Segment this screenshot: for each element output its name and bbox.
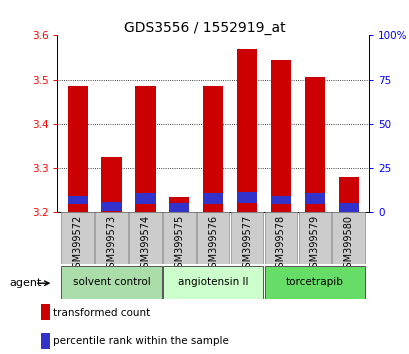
Text: agent: agent: [9, 278, 41, 288]
Bar: [163, 212, 195, 264]
Bar: [135, 193, 155, 204]
Bar: [264, 212, 297, 264]
Bar: [304, 78, 324, 212]
Bar: [67, 86, 88, 212]
Text: angiotensin II: angiotensin II: [178, 277, 248, 287]
Text: GSM399574: GSM399574: [140, 215, 150, 274]
Text: GDS3556 / 1552919_at: GDS3556 / 1552919_at: [124, 21, 285, 35]
Bar: [129, 212, 161, 264]
Text: GSM399575: GSM399575: [174, 215, 184, 274]
Text: GSM399573: GSM399573: [106, 215, 116, 274]
Bar: [230, 212, 263, 264]
Bar: [332, 212, 364, 264]
Bar: [169, 197, 189, 212]
Text: percentile rank within the sample: percentile rank within the sample: [53, 336, 229, 346]
Bar: [202, 86, 223, 212]
Bar: [67, 195, 88, 204]
Bar: [298, 212, 330, 264]
Bar: [236, 48, 256, 212]
Bar: [304, 193, 324, 204]
Text: solvent control: solvent control: [72, 277, 150, 287]
Bar: [163, 266, 263, 299]
Bar: [101, 202, 121, 211]
Bar: [95, 212, 128, 264]
Text: GSM399578: GSM399578: [275, 215, 285, 274]
Bar: [61, 266, 161, 299]
Text: GSM399576: GSM399576: [208, 215, 218, 274]
Text: GSM399577: GSM399577: [241, 215, 252, 274]
Bar: [338, 203, 358, 212]
Bar: [236, 192, 256, 202]
Bar: [61, 212, 94, 264]
Bar: [196, 212, 229, 264]
Text: GSM399572: GSM399572: [72, 215, 83, 274]
Bar: [338, 177, 358, 212]
Bar: [169, 203, 189, 212]
Bar: [135, 86, 155, 212]
Bar: [270, 60, 290, 212]
Text: GSM399580: GSM399580: [343, 215, 353, 274]
Bar: [101, 157, 121, 212]
Bar: [270, 195, 290, 204]
Text: transformed count: transformed count: [53, 308, 150, 318]
Text: GSM399579: GSM399579: [309, 215, 319, 274]
Text: torcetrapib: torcetrapib: [285, 277, 343, 287]
Bar: [264, 266, 364, 299]
Bar: [202, 193, 223, 204]
